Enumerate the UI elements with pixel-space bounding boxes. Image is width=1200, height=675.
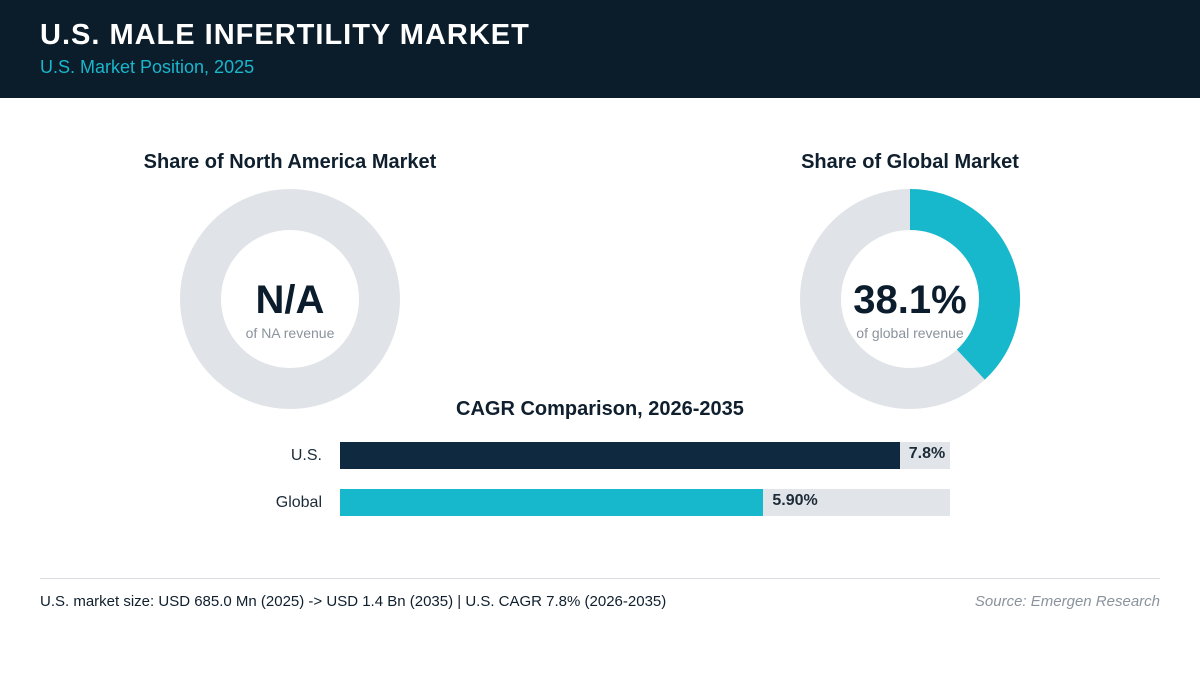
na-share-title: Share of North America Market <box>143 151 437 173</box>
na-share-caption: of NA revenue <box>246 325 335 341</box>
bar-label-global: Global <box>275 494 322 511</box>
cagr-chart-title: CAGR Comparison, 2026-2035 <box>456 398 744 420</box>
global-share-caption: of global revenue <box>856 325 964 341</box>
bar-global <box>340 489 764 516</box>
header-banner: U.S. MALE INFERTILITY MARKET U.S. Market… <box>0 0 1200 98</box>
footer-divider <box>40 578 1160 579</box>
global-share-donut: 38.1% of global revenue <box>800 189 1020 409</box>
bar-track-us: 7.8% <box>340 442 950 469</box>
global-share-title: Share of Global Market <box>801 151 1019 173</box>
bar-value-global: 5.90% <box>772 492 818 509</box>
bar-row-global: Global 5.90% <box>230 489 950 517</box>
bar-track-global: 5.90% <box>340 489 950 516</box>
footer-note: U.S. market size: USD 685.0 Mn (2025) ->… <box>40 593 667 610</box>
bar-label-us: U.S. <box>290 447 322 464</box>
na-share-value: N/A <box>256 278 325 322</box>
na-donut-track <box>180 189 400 409</box>
global-share-value: 38.1% <box>853 278 966 322</box>
bar-row-us: U.S. 7.8% <box>230 442 950 470</box>
source-credit: Source: Emergen Research <box>974 593 1160 610</box>
bar-value-us: 7.8% <box>908 445 946 462</box>
page-title: U.S. MALE INFERTILITY MARKET <box>40 19 530 51</box>
bar-us <box>340 442 900 469</box>
page-subtitle: U.S. Market Position, 2025 <box>40 57 255 77</box>
global-donut-slice <box>909 189 1020 380</box>
na-share-donut: N/A of NA revenue <box>180 189 400 409</box>
